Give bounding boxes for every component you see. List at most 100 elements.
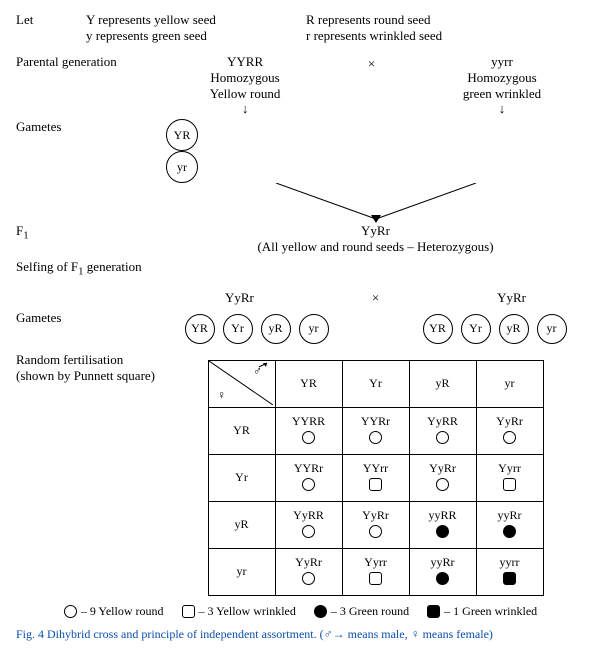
punnett-cell: YyRr: [275, 548, 342, 595]
gr-icon: [436, 525, 449, 538]
gamete: YR: [185, 314, 215, 344]
y-def: y represents green seed: [86, 28, 286, 44]
self-p2: YyRr: [497, 290, 526, 306]
green-wrinkled-icon: [427, 605, 440, 618]
p1-geno: YYRR: [210, 54, 281, 70]
parental-genotypes: YYRR Homozygous Yellow round ↓ × yyrr Ho…: [166, 54, 585, 115]
yw-icon: [369, 478, 382, 491]
yr-icon: [302, 431, 315, 444]
punnett-head: Yr: [342, 360, 409, 407]
punnett-head: yR: [409, 360, 476, 407]
cell-genotype: yyrr: [478, 555, 542, 570]
R-def: R represents round seed: [306, 12, 506, 28]
cell-genotype: YyRr: [344, 508, 408, 523]
gametes-label: Gametes: [16, 310, 166, 326]
yr-icon: [503, 431, 516, 444]
gamete: yR: [499, 314, 529, 344]
yr-icon: [302, 478, 315, 491]
punnett-cell: YYRR: [275, 407, 342, 454]
random-label: Random fertilisation (shown by Punnett s…: [16, 352, 166, 384]
yellow-round-icon: [64, 605, 77, 618]
down-arrow-icon: ↓: [463, 102, 541, 115]
punnett-cell: YYRr: [342, 407, 409, 454]
punnett-side: yr: [208, 548, 275, 595]
punnett-cell: Yyrr: [342, 548, 409, 595]
cross-symbol: ×: [372, 290, 379, 306]
cell-genotype: yyRr: [478, 508, 542, 523]
Y-def: Y represents yellow seed: [86, 12, 286, 28]
cell-genotype: yyRr: [411, 555, 475, 570]
punnett-cell: yyrr: [476, 548, 543, 595]
green-round-icon: [314, 605, 327, 618]
cell-genotype: YyRR: [277, 508, 341, 523]
gamete-YR: YR: [166, 119, 198, 151]
yellow-wrinkled-icon: [182, 605, 195, 618]
yr-icon: [302, 572, 315, 585]
gamete: yR: [261, 314, 291, 344]
cell-genotype: Yyrr: [344, 555, 408, 570]
f1-note: (All yellow and round seeds – Heterozygo…: [166, 239, 585, 255]
gw-icon: [503, 572, 516, 585]
cell-genotype: YYRR: [277, 414, 341, 429]
gamete: yr: [537, 314, 567, 344]
f1-geno: YyRr: [166, 223, 585, 239]
down-arrow-icon: ↓: [210, 102, 281, 115]
gr-icon: [436, 572, 449, 585]
punnett-side: YR: [208, 407, 275, 454]
gamete: YR: [423, 314, 453, 344]
punnett-square: ♂ ♀ YR Yr yR yr YRYYRRYYRrYyRRYyRrYrYYRr…: [208, 360, 544, 596]
p2-geno: yyrr: [463, 54, 541, 70]
gametes-set-left: YR Yr yR yr: [185, 314, 329, 344]
punnett-cell: YyRR: [275, 501, 342, 548]
cell-genotype: yyRR: [411, 508, 475, 523]
punnett-cell: YyRr: [342, 501, 409, 548]
punnett-side: Yr: [208, 454, 275, 501]
punnett-head: yr: [476, 360, 543, 407]
yr-icon: [436, 431, 449, 444]
phenotype-legend: – 9 Yellow round – 3 Yellow wrinkled – 3…: [16, 604, 585, 619]
let-word: Let: [16, 12, 66, 28]
cell-genotype: YYRr: [277, 461, 341, 476]
punnett-cell: YyRr: [476, 407, 543, 454]
p2-desc2: green wrinkled: [463, 86, 541, 102]
p1-desc2: Yellow round: [210, 86, 281, 102]
cell-genotype: YYRr: [344, 414, 408, 429]
yr-icon: [302, 525, 315, 538]
cross-symbol: ×: [368, 56, 375, 72]
yw-icon: [369, 572, 382, 585]
cell-genotype: YyRr: [411, 461, 475, 476]
p1-desc1: Homozygous: [210, 70, 281, 86]
p2-desc1: Homozygous: [463, 70, 541, 86]
yr-icon: [369, 525, 382, 538]
selfcross-row: YyRr × YyRr: [166, 290, 585, 306]
punnett-cell: yyRR: [409, 501, 476, 548]
cross-lines-icon: [216, 183, 536, 223]
gamete-yr: yr: [166, 151, 198, 183]
punnett-cell: YYRr: [275, 454, 342, 501]
punnett-side: yR: [208, 501, 275, 548]
r-def: r represents wrinkled seed: [306, 28, 506, 44]
selfing-label: Selfing of F1 generation: [16, 259, 216, 278]
punnett-cell: Yyrr: [476, 454, 543, 501]
cell-genotype: YYrr: [344, 461, 408, 476]
yw-icon: [503, 478, 516, 491]
yr-icon: [436, 478, 449, 491]
parental-label: Parental generation: [16, 54, 166, 70]
svg-text:♀: ♀: [217, 388, 226, 402]
f1-label: F1: [16, 223, 166, 242]
punnett-cell: YyRR: [409, 407, 476, 454]
punnett-corner: ♂ ♀: [208, 360, 275, 407]
cell-genotype: YyRr: [478, 414, 542, 429]
cell-genotype: YyRr: [277, 555, 341, 570]
self-p1: YyRr: [225, 290, 254, 306]
punnett-cell: yyRr: [476, 501, 543, 548]
gametes-set-right: YR Yr yR yr: [423, 314, 567, 344]
yr-icon: [369, 431, 382, 444]
punnett-cell: YYrr: [342, 454, 409, 501]
gamete: Yr: [461, 314, 491, 344]
punnett-head: YR: [275, 360, 342, 407]
allele-legend: Let Y represents yellow seed R represent…: [16, 12, 585, 44]
cell-genotype: Yyrr: [478, 461, 542, 476]
figure-caption: Fig. 4 Dihybrid cross and principle of i…: [16, 627, 585, 642]
punnett-cell: yyRr: [409, 548, 476, 595]
